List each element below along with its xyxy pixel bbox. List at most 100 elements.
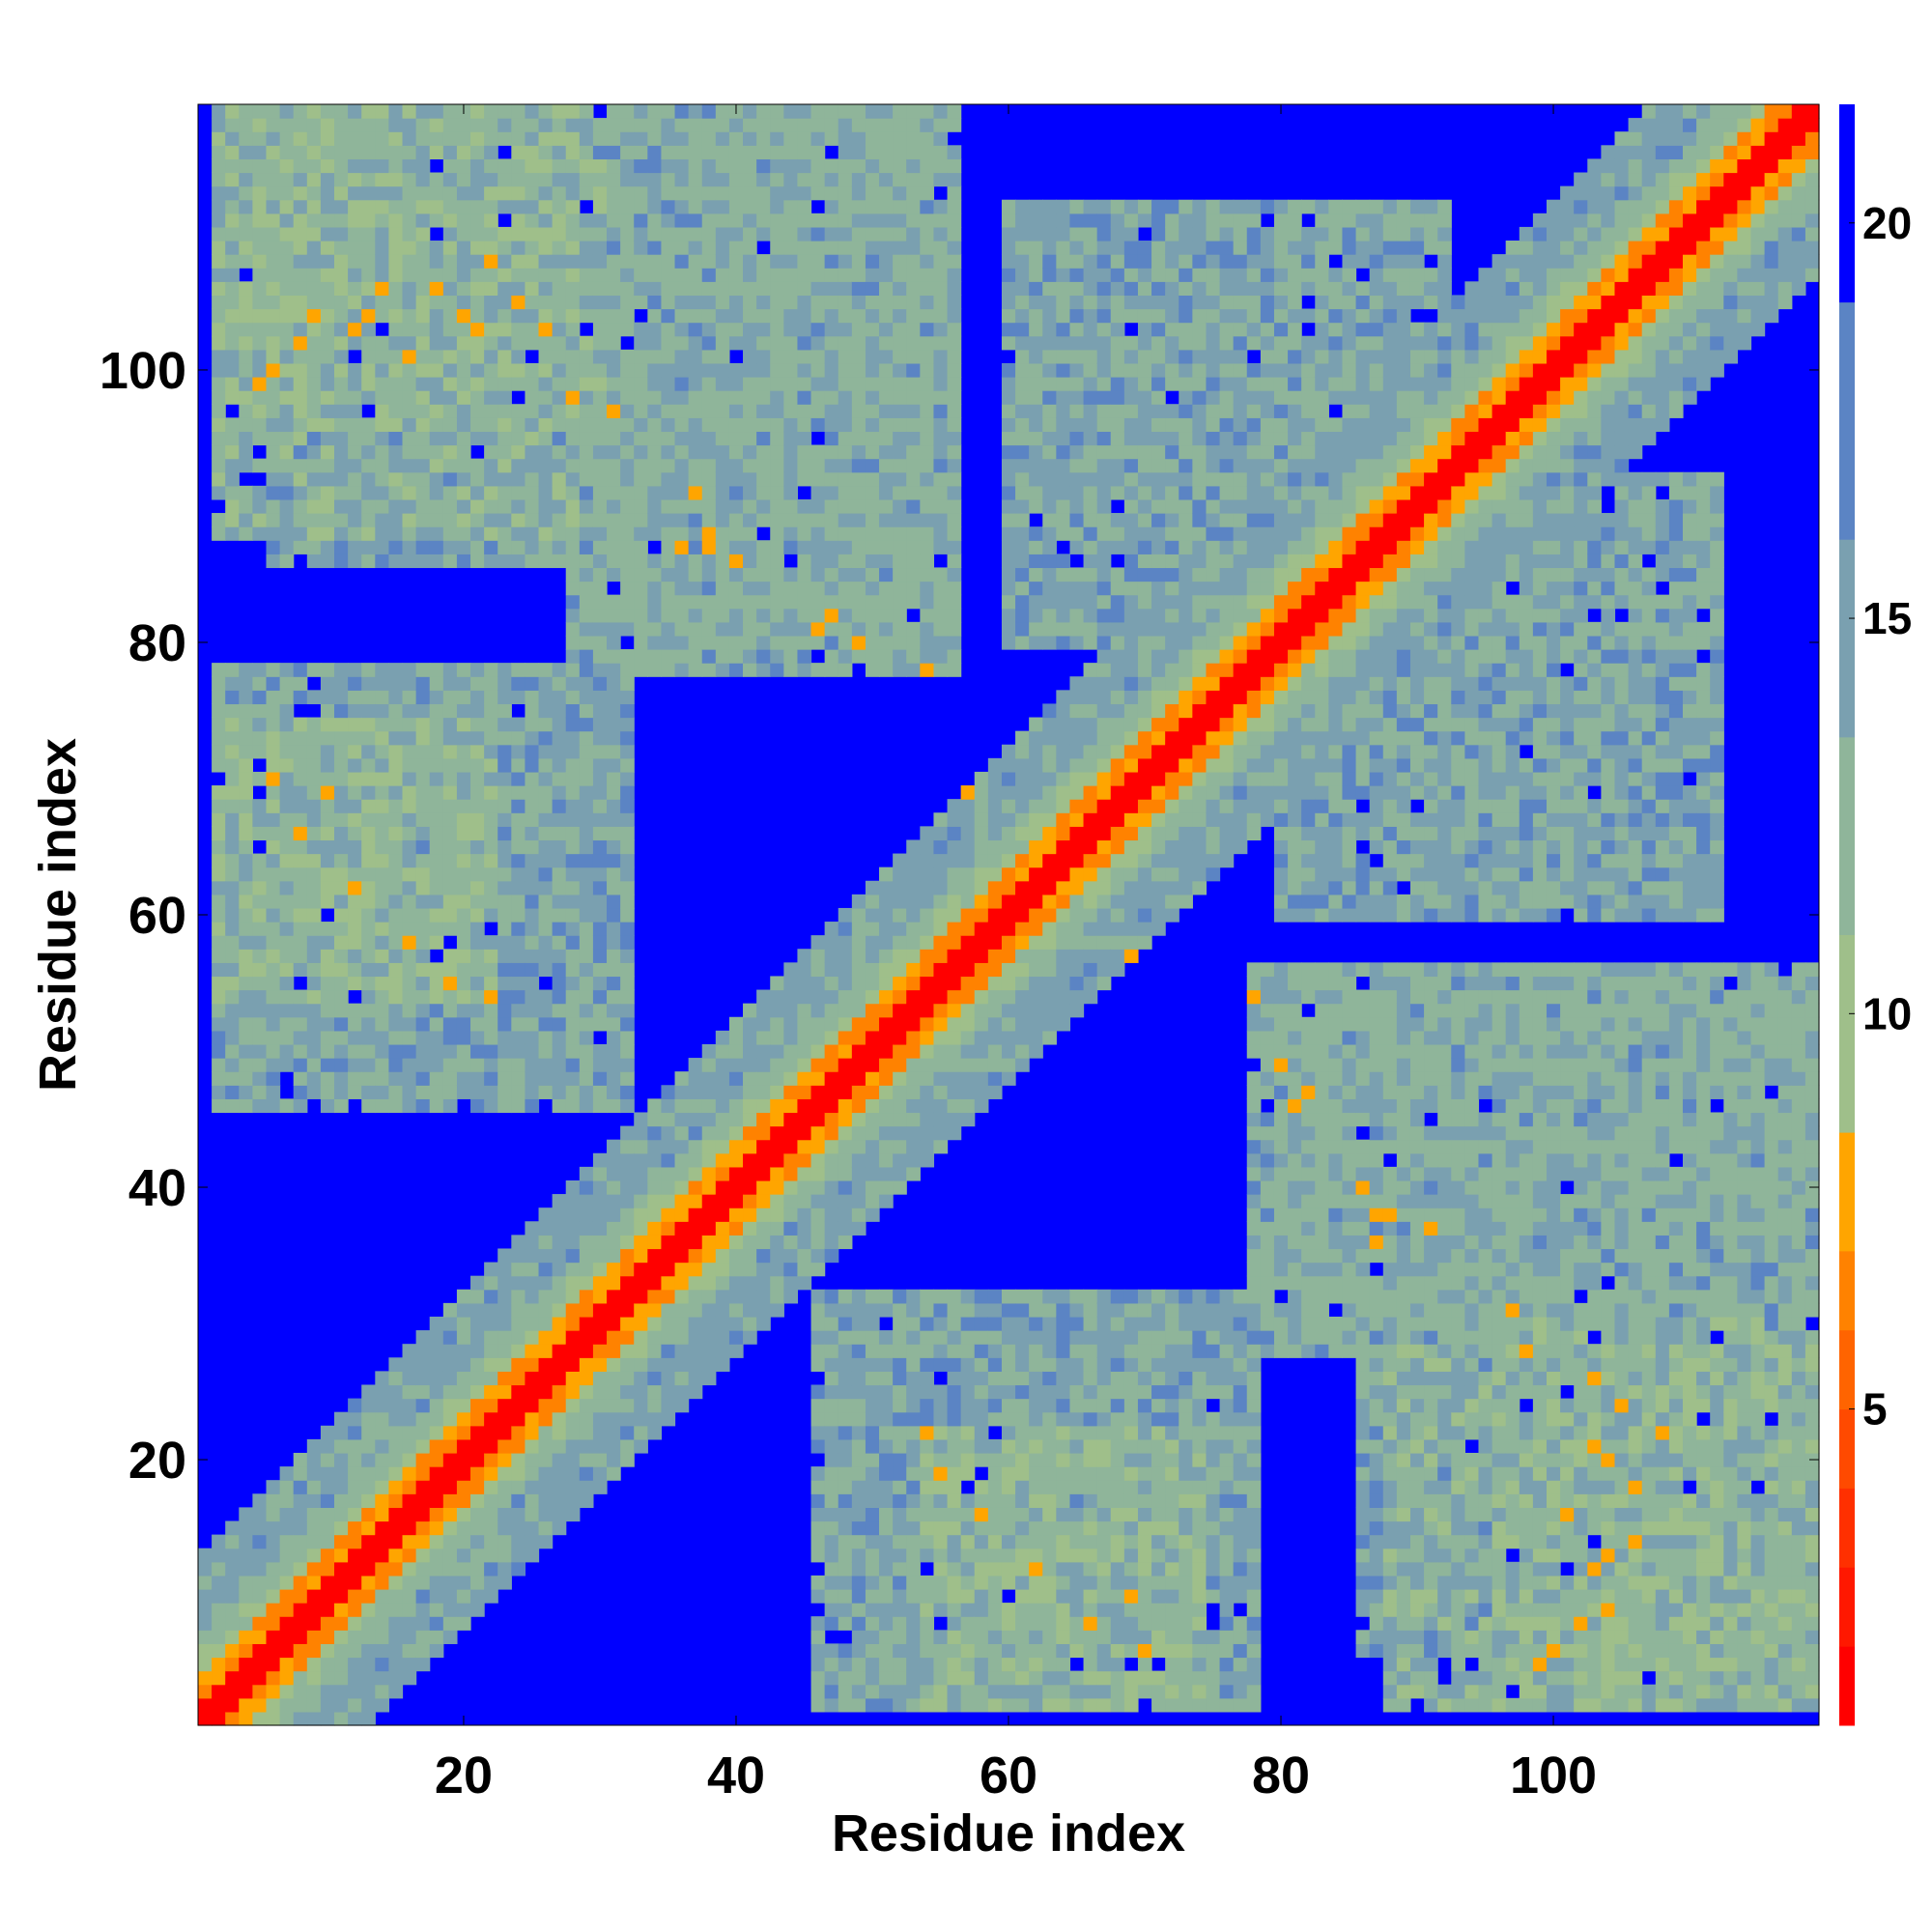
heatmap-cell xyxy=(592,989,608,1005)
heatmap-cell xyxy=(851,649,867,664)
heatmap-cell xyxy=(634,349,648,364)
heatmap-cell xyxy=(497,377,512,391)
heatmap-cell xyxy=(212,1016,226,1032)
heatmap-cell xyxy=(320,1507,335,1522)
heatmap-cell xyxy=(947,976,962,991)
heatmap-cell xyxy=(715,241,730,255)
heatmap-cell xyxy=(824,172,839,187)
heatmap-cell xyxy=(933,826,949,841)
heatmap-cell xyxy=(756,1179,771,1195)
heatmap-cell xyxy=(525,894,540,909)
heatmap-cell xyxy=(920,1507,935,1522)
heatmap-cell xyxy=(824,1316,839,1331)
heatmap-cell xyxy=(1001,431,1016,446)
heatmap-cell xyxy=(1001,1289,1016,1304)
heatmap-cell xyxy=(592,1357,608,1372)
heatmap-cell xyxy=(361,676,376,691)
heatmap-cell xyxy=(851,295,867,310)
heatmap-cell xyxy=(838,1657,853,1672)
heatmap-cell xyxy=(851,1643,867,1659)
heatmap-cell xyxy=(647,471,663,487)
heatmap-cell xyxy=(538,1221,554,1236)
heatmap-cell xyxy=(239,989,253,1005)
heatmap-cell xyxy=(674,1330,690,1345)
heatmap-cell xyxy=(320,471,335,487)
heatmap-cell xyxy=(661,1344,676,1358)
heatmap-cell xyxy=(375,1507,390,1522)
heatmap-cell xyxy=(402,404,417,418)
heatmap-cell xyxy=(728,131,744,146)
heatmap-cell xyxy=(442,1561,458,1577)
heatmap-cell xyxy=(879,1670,894,1686)
heatmap-cell xyxy=(266,1575,281,1590)
heatmap-cell xyxy=(470,1275,485,1291)
heatmap-cell xyxy=(906,145,921,159)
heatmap-cell xyxy=(565,676,581,691)
heatmap-cell xyxy=(647,1248,663,1264)
heatmap-cell xyxy=(361,213,376,228)
heatmap-cell xyxy=(634,281,648,297)
heatmap-cell xyxy=(388,498,404,514)
heatmap-cell xyxy=(456,1411,471,1427)
heatmap-cell xyxy=(538,540,554,554)
heatmap-cell xyxy=(1015,1548,1030,1563)
heatmap-cell xyxy=(1001,498,1016,514)
heatmap-cell xyxy=(810,949,826,963)
heatmap-cell xyxy=(456,131,471,146)
heatmap-cell xyxy=(348,1548,362,1563)
heatmap-cell xyxy=(579,104,594,119)
heatmap-cell xyxy=(525,703,540,719)
heatmap-cell xyxy=(933,1344,949,1358)
heatmap-cell xyxy=(592,676,608,691)
heatmap-cell xyxy=(511,717,526,732)
heatmap-cell xyxy=(920,1085,935,1099)
heatmap-cell xyxy=(851,935,867,950)
heatmap-cell xyxy=(661,1411,676,1427)
heatmap-cell xyxy=(429,1098,444,1114)
heatmap-cell xyxy=(865,431,880,446)
heatmap-cell xyxy=(620,349,635,364)
heatmap-cell xyxy=(511,431,526,446)
heatmap-cell xyxy=(607,771,621,786)
heatmap-cell xyxy=(607,757,621,773)
heatmap-cell xyxy=(607,826,621,841)
heatmap-cell xyxy=(661,1316,676,1331)
heatmap-cell xyxy=(987,935,1003,950)
heatmap-cell xyxy=(266,812,281,827)
heatmap-cell xyxy=(960,1411,976,1427)
heatmap-cell xyxy=(743,1043,757,1059)
heatmap-cell xyxy=(225,444,240,460)
heatmap-cell xyxy=(797,962,812,978)
heatmap-cell xyxy=(920,1697,935,1713)
heatmap-cell xyxy=(334,1016,349,1032)
heatmap-cell xyxy=(429,308,444,324)
heatmap-cell xyxy=(415,989,431,1005)
heatmap-cell xyxy=(647,1384,663,1400)
heatmap-cell xyxy=(770,526,784,541)
heatmap-cell xyxy=(334,1058,349,1072)
heatmap-cell xyxy=(320,241,335,255)
heatmap-cell xyxy=(810,377,826,391)
heatmap-cell xyxy=(701,213,717,228)
heatmap-cell xyxy=(212,812,226,827)
heatmap-cell xyxy=(728,1289,744,1304)
heatmap-cell xyxy=(497,335,512,351)
heatmap-cell xyxy=(320,268,335,282)
heatmap-cell xyxy=(429,976,444,991)
heatmap-cell xyxy=(429,444,444,460)
heatmap-cell xyxy=(701,1085,717,1099)
heatmap-cell xyxy=(674,1166,690,1181)
heatmap-cell xyxy=(266,1507,281,1522)
heatmap-cell xyxy=(497,1098,512,1114)
heatmap-cell xyxy=(1001,1670,1016,1686)
heatmap-cell xyxy=(429,377,444,391)
heatmap-cell xyxy=(538,1302,554,1318)
heatmap-cell xyxy=(960,949,976,963)
heatmap-cell xyxy=(279,949,295,963)
heatmap-cell xyxy=(783,989,799,1005)
heatmap-cell xyxy=(701,1112,717,1127)
heatmap-cell xyxy=(783,362,799,378)
heatmap-cell xyxy=(348,867,362,882)
heatmap-cell xyxy=(661,1112,676,1127)
heatmap-cell xyxy=(266,663,281,677)
